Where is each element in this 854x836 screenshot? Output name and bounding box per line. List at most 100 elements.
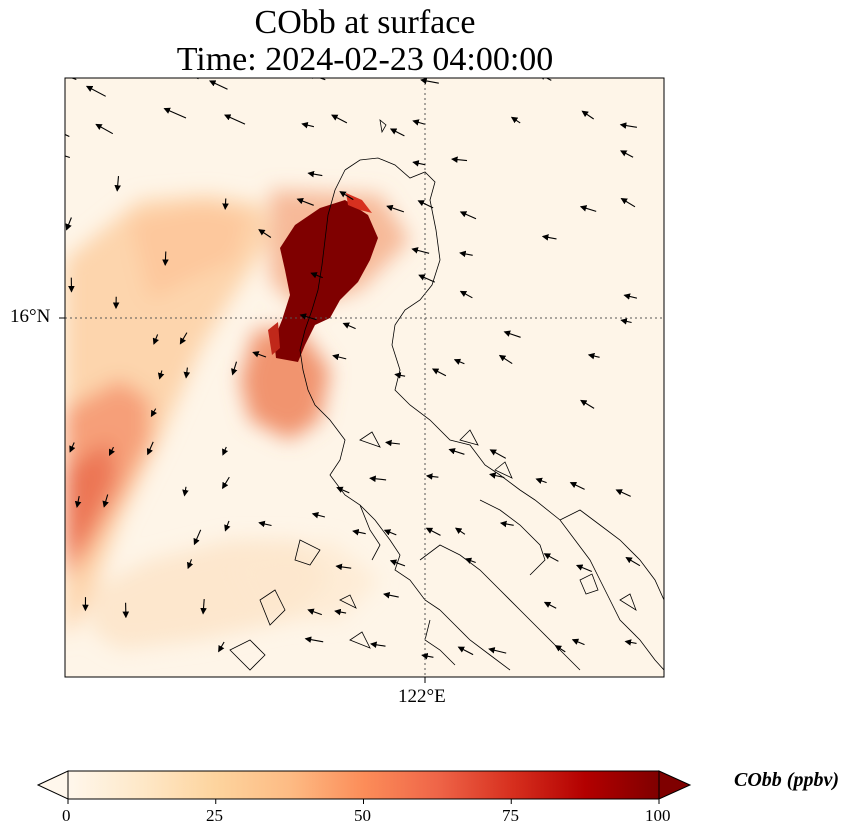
map-frame [64,77,665,678]
colorbar-tick-0: 0 [62,806,71,825]
wind-vector [625,557,641,567]
wind-vector [200,599,207,615]
wind-vector [65,133,70,137]
wind-vector [619,122,637,129]
wind-vector [310,272,323,279]
wind-vector [541,234,557,241]
colorbar-tick-100: 100 [645,806,671,825]
hotspot-plume [268,193,378,362]
wind-vector [581,110,595,120]
wind-vector [571,638,585,646]
wind-vector [85,85,106,97]
wind-vector [383,529,397,536]
wind-vector [209,80,228,90]
wind-vector [109,446,115,456]
wind-vectors [65,78,641,660]
wind-vector [369,475,387,483]
wind-vector [385,439,400,447]
colorbar-extend-max [658,770,692,800]
wind-vector [431,368,447,377]
wind-vector [74,495,82,508]
wind-vector [335,563,352,571]
wind-vector [579,205,597,212]
wind-vector [457,646,474,656]
wind-vector [623,293,638,300]
wind-vector [114,176,121,192]
wind-vector [412,160,426,167]
wind-vector [418,274,436,283]
wind-vector [620,318,632,325]
wind-vector [488,647,507,654]
wind-vector [150,408,157,418]
wind-vector [146,441,154,456]
wind-vector [307,78,326,81]
wind-vector [394,372,406,379]
wind-vector [503,330,521,338]
wind-vector [389,128,405,137]
wind-vector [157,370,165,380]
wind-vector [307,608,322,616]
wind-vector [336,486,350,494]
coastlines [229,119,664,671]
wind-vector [624,639,637,646]
wind-vector [252,351,267,358]
wind-vector [193,529,202,546]
colorbar-tick-50: 50 [354,806,371,825]
wind-vector [620,198,636,208]
lon-tick-label: 122°E [398,686,446,707]
wind-vector [498,354,513,365]
chart-title: CObb at surface [254,4,476,41]
wind-vector [411,247,430,254]
wind-vector [510,116,521,124]
wind-vector [187,559,194,570]
wind-vector [448,448,465,455]
wind-vector [339,191,354,201]
wind-vector [459,290,473,299]
wind-vector [538,78,552,81]
wind-vector [417,200,434,209]
wind-vector [331,114,348,124]
wind-vector [386,204,405,213]
wind-vector [65,155,70,159]
wind-vector [370,641,386,649]
colorbar-gradient [67,770,660,800]
wind-vector [307,170,323,178]
wind-vector [299,313,317,321]
wind-vector [489,449,507,459]
wind-vector [195,78,199,80]
wind-vector [389,559,406,567]
wind-vector [425,473,439,480]
wind-vector [102,494,109,508]
wind-vector [464,557,476,564]
chart-subtitle-time: Time: 2024-02-23 04:00:00 [176,41,554,78]
colorbar-tick-25: 25 [206,806,223,825]
wind-vector [224,520,231,532]
wind-vector [575,564,593,573]
wind-vector [222,476,230,490]
wind-vector [543,601,557,609]
wind-vector [615,489,631,497]
wind-vector [451,156,468,163]
colorbar-tick-marks [67,799,660,804]
wind-vector [152,334,159,345]
wind-vector [454,527,466,535]
colorbar-extend-min [36,770,69,800]
wind-vector [163,107,187,119]
wind-vector [459,250,473,258]
wind-vector [453,358,465,365]
map-panel [59,77,665,683]
wind-vector [222,446,229,456]
wind-vector [383,591,399,599]
wind-vector [425,527,441,536]
wind-vector [95,123,114,135]
wind-vector [304,636,324,643]
wind-vector [499,520,514,528]
lat-tick-label: 16°N [10,306,51,327]
wind-vector [569,482,585,490]
wind-vector [65,217,72,231]
wind-vector [489,472,505,479]
wind-vector [162,251,169,266]
colorbar-label: CObb (ppbv) [734,769,839,791]
wind-vector [223,114,246,125]
wind-vector [554,645,566,653]
